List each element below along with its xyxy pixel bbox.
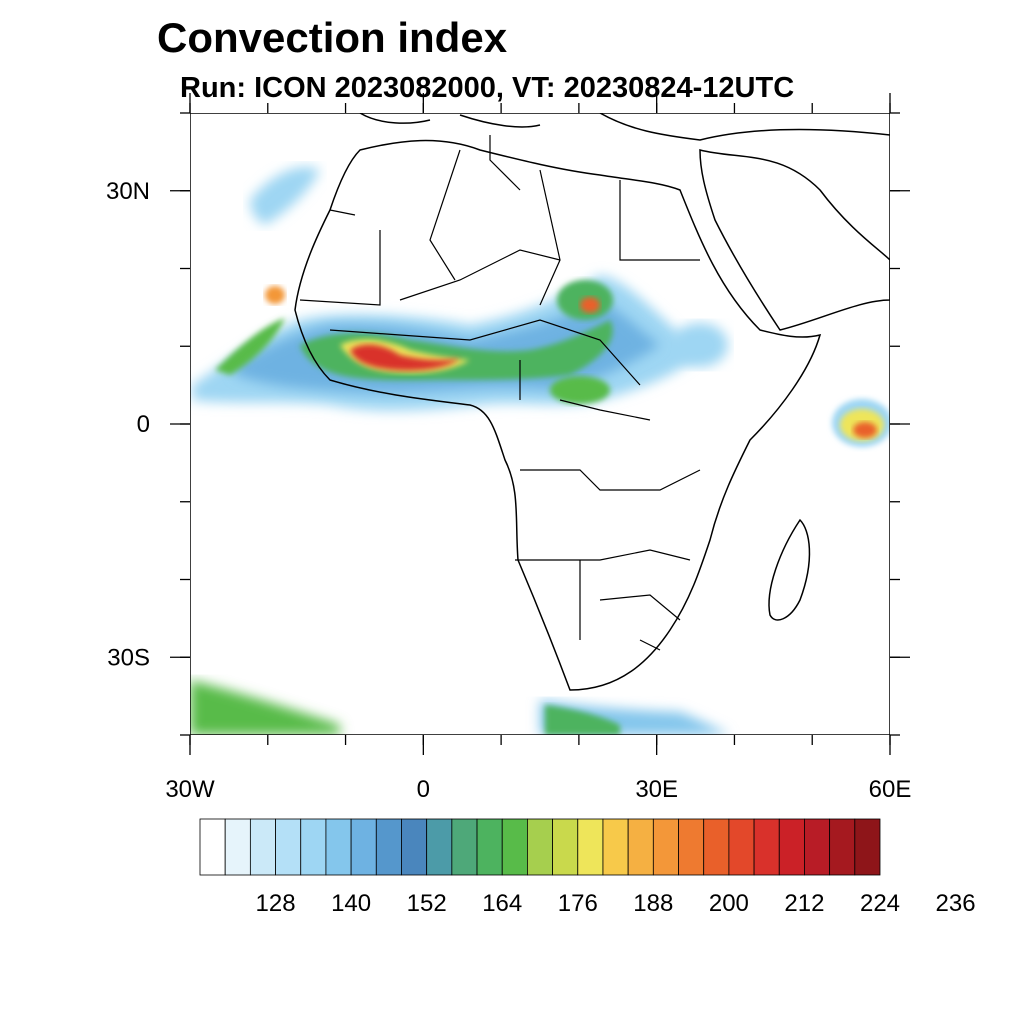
colorbar-tick-label: 128	[256, 890, 296, 917]
coastline-europe	[359, 113, 890, 141]
colorbar-swatch	[451, 818, 478, 876]
axis-tick-labels: 30W 0 30E 60E 30N 0 30S	[106, 178, 911, 803]
colorbar-swatch	[678, 818, 705, 876]
y-tick-label: 30N	[106, 178, 150, 205]
colorbar-swatch	[577, 818, 604, 876]
convection-southern-ocean-east-core	[545, 705, 620, 735]
colorbar-swatch	[426, 818, 453, 876]
colorbar-swatch	[501, 818, 528, 876]
coastline-africa	[294, 139, 822, 691]
convection-cell-ethiopia	[672, 323, 728, 367]
colorbar-swatch	[728, 818, 755, 876]
colorbar-tick-label: 236	[936, 890, 976, 917]
colorbar-tick-label: 224	[860, 890, 900, 917]
colorbar-swatch	[224, 818, 251, 876]
colorbar-swatch	[829, 818, 856, 876]
colorbar-swatch	[401, 818, 428, 876]
colorbar-tick-label: 140	[331, 890, 371, 917]
colorbar-swatch	[325, 818, 352, 876]
map-background	[190, 113, 890, 735]
colorbar-swatch	[300, 818, 327, 876]
convection-cell-sudan-core	[580, 297, 600, 313]
y-tick-label: 0	[137, 411, 150, 438]
country-borders	[299, 135, 701, 651]
colorbar-swatch	[703, 818, 730, 876]
x-tick-label: 30E	[635, 776, 678, 803]
convection-core-red	[350, 344, 460, 371]
convection-indian-ocean-storm-core	[853, 422, 877, 438]
colorbar-swatch	[199, 818, 226, 876]
colorbar-tick-label: 200	[709, 890, 749, 917]
colorbar-swatch	[627, 818, 654, 876]
colorbar-swatch	[778, 818, 805, 876]
convection-atlantic-north	[250, 166, 320, 225]
colorbar-swatch	[527, 818, 553, 876]
colorbar-swatch	[804, 818, 831, 876]
convection-southern-ocean-west	[190, 680, 340, 735]
colorbar-swatch	[652, 818, 679, 876]
border-lines-south	[515, 469, 701, 651]
colorbar-tick-label: 164	[482, 890, 522, 917]
colorbar-swatch	[350, 818, 377, 876]
convection-atlantic-swirl	[215, 318, 285, 375]
colorbar-tick-label: 152	[407, 890, 447, 917]
colorbar-swatch	[753, 818, 780, 876]
convection-cell-congo	[550, 376, 610, 404]
x-tick-label: 0	[417, 776, 430, 803]
colorbar-tick-label: 212	[784, 890, 824, 917]
colorbar-swatch	[854, 818, 881, 876]
axis-ticks	[170, 93, 910, 755]
border-lines-middle	[329, 249, 651, 421]
colorbar-labels: 128 140 152 164 176 188 200 212 224 236	[256, 890, 976, 917]
colorbar-swatch	[375, 818, 402, 876]
colorbar-swatch	[249, 818, 276, 876]
colorbar-tick-label: 188	[633, 890, 673, 917]
y-tick-label: 30S	[107, 644, 150, 671]
x-tick-label: 30W	[165, 776, 215, 803]
colorbar-tick-label: 176	[558, 890, 598, 917]
colorbar-swatch	[476, 818, 503, 876]
colorbar-swatch	[602, 818, 629, 876]
colorbar-swatch	[275, 818, 302, 876]
coastline-arabia	[699, 149, 890, 331]
convection-atlantic-cell	[265, 286, 285, 304]
coastline-madagascar	[768, 518, 811, 621]
colorbar-swatch	[552, 818, 579, 876]
map-subtitle: Run: ICON 2023082000, VT: 20230824-12UTC	[180, 72, 795, 104]
coastlines	[294, 113, 890, 691]
map-title: Convection index	[157, 14, 508, 61]
convection-field	[190, 166, 890, 735]
colorbar	[199, 818, 881, 876]
map-plot-area	[190, 113, 890, 735]
x-tick-label: 60E	[869, 776, 912, 803]
